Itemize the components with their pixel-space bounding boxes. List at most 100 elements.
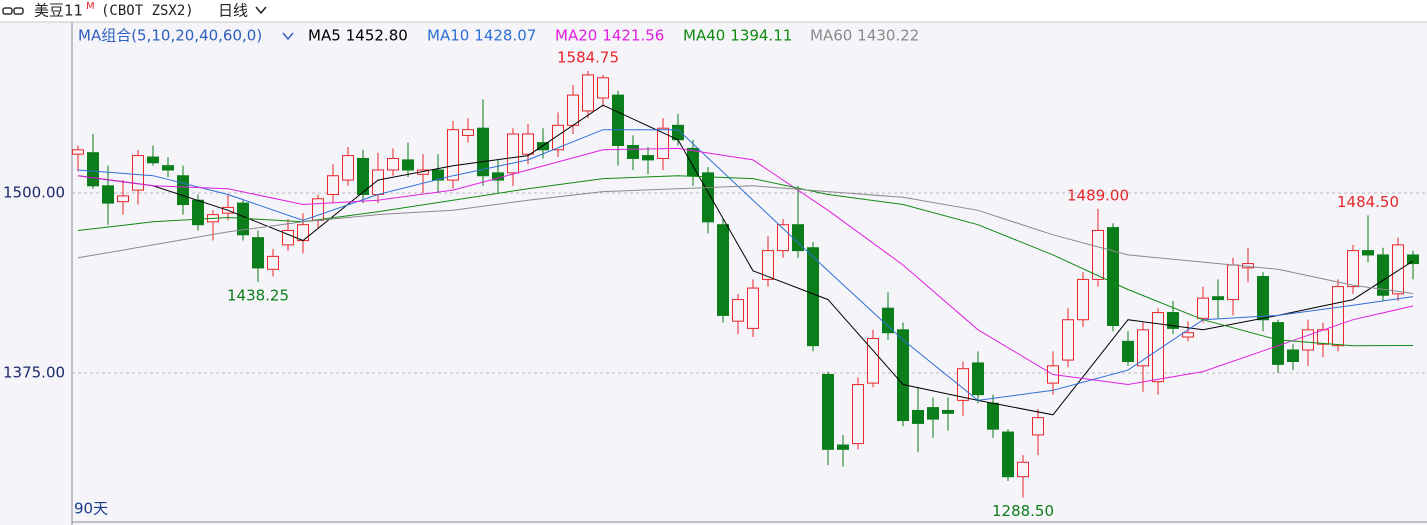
- candle-body: [957, 368, 969, 401]
- candle-body: [1407, 254, 1419, 265]
- candle-body: [717, 224, 729, 316]
- candle-body: [312, 198, 324, 221]
- candle-body: [537, 142, 549, 151]
- ma-line: [77, 185, 1414, 294]
- candle-body: [1002, 431, 1014, 478]
- candle-body: [777, 224, 789, 252]
- ma-line: [77, 104, 1414, 416]
- link-icon[interactable]: [2, 7, 24, 15]
- candle-body: [162, 165, 174, 171]
- candle-body: [747, 287, 759, 329]
- extreme-label: 1438.25: [227, 286, 289, 304]
- candle-body: [762, 250, 774, 280]
- candle-body: [1152, 312, 1164, 383]
- candle-body: [597, 77, 609, 99]
- candle-body: [1032, 417, 1044, 436]
- period-dropdown[interactable]: [255, 6, 267, 15]
- candle-body: [582, 74, 594, 112]
- candle-body: [822, 373, 834, 450]
- candle-body: [1302, 329, 1314, 351]
- candle-body: [942, 409, 954, 414]
- candle-body: [972, 362, 984, 396]
- candle-body: [102, 185, 114, 204]
- candle-body: [732, 299, 744, 322]
- candle-body: [177, 175, 189, 206]
- extreme-label: 1484.50: [1337, 193, 1399, 211]
- candle-body: [1377, 254, 1389, 296]
- header-bar: [0, 0, 1427, 22]
- candle-body: [1347, 250, 1359, 288]
- candle-body: [1287, 349, 1299, 363]
- candle-body: [447, 129, 459, 181]
- candle-body: [342, 155, 354, 181]
- candle-body: [327, 175, 339, 195]
- symbol: (CBOT ZSX2): [101, 3, 194, 19]
- candle-body: [297, 224, 309, 242]
- candle-body: [867, 337, 879, 384]
- legend-value: 1394.11: [730, 27, 792, 45]
- candle-body: [1167, 312, 1179, 329]
- candle-body: [402, 159, 414, 171]
- candle-body: [642, 155, 654, 161]
- candle-body: [1017, 461, 1029, 478]
- candle-body: [267, 255, 279, 270]
- candle-body: [87, 152, 99, 187]
- candle-body: [897, 329, 909, 422]
- candle-body: [357, 157, 369, 195]
- legend-value: 1428.07: [474, 27, 536, 45]
- ma-line: [77, 147, 1414, 386]
- candle-body: [477, 127, 489, 177]
- candle-body: [687, 147, 699, 177]
- title: 美豆11: [34, 2, 83, 20]
- candle-body: [192, 199, 204, 226]
- candle-body: [1317, 329, 1329, 345]
- candle-body: [282, 229, 294, 246]
- candle-body: [1362, 250, 1374, 256]
- extreme-label: 1489.00: [1067, 186, 1129, 204]
- legend-value: 1421.56: [602, 27, 664, 45]
- candle-body: [837, 444, 849, 450]
- ma-dropdown[interactable]: [282, 32, 294, 41]
- candle-body: [1272, 322, 1284, 365]
- candle-body: [627, 145, 639, 159]
- candle-body: [507, 133, 519, 174]
- candle-body: [252, 237, 264, 269]
- candle-body: [1122, 340, 1134, 362]
- candle-body: [1392, 244, 1404, 295]
- y-tick-label: 1500.00: [3, 184, 65, 202]
- legend-name: MA40: [683, 27, 725, 45]
- candle-body: [147, 156, 159, 164]
- extreme-label: 1584.75: [557, 48, 619, 66]
- candle-body: [1212, 296, 1224, 301]
- candle-body: [1077, 278, 1089, 321]
- legend-value: 1452.80: [346, 27, 408, 45]
- candle-body: [462, 129, 474, 136]
- candle-body: [372, 169, 384, 195]
- ma-group[interactable]: MA组合(5,10,20,40,60,0): [78, 27, 262, 45]
- candle-body: [612, 94, 624, 146]
- candle-body: [1257, 276, 1269, 321]
- candle-body: [1182, 332, 1194, 338]
- legend-name: MA10: [427, 27, 469, 45]
- candle-body: [1227, 264, 1239, 301]
- candle-body: [1332, 286, 1344, 347]
- candle-body: [1197, 297, 1209, 319]
- candle-body: [852, 384, 864, 445]
- candle-body: [387, 157, 399, 171]
- candle-body: [1092, 229, 1104, 280]
- candle-body: [912, 409, 924, 424]
- candle-body: [807, 247, 819, 347]
- candle-body: [657, 127, 669, 159]
- legend-name: MA5: [308, 27, 341, 45]
- candle-body: [522, 133, 534, 155]
- candle-body: [1107, 227, 1119, 326]
- candle-body: [132, 155, 144, 191]
- period[interactable]: 日线: [218, 2, 248, 20]
- legend-value: 1430.22: [857, 27, 919, 45]
- days-label: 90天: [74, 500, 108, 518]
- candle-body: [702, 172, 714, 223]
- candle-body: [552, 124, 564, 151]
- y-tick-label: 1375.00: [3, 364, 65, 382]
